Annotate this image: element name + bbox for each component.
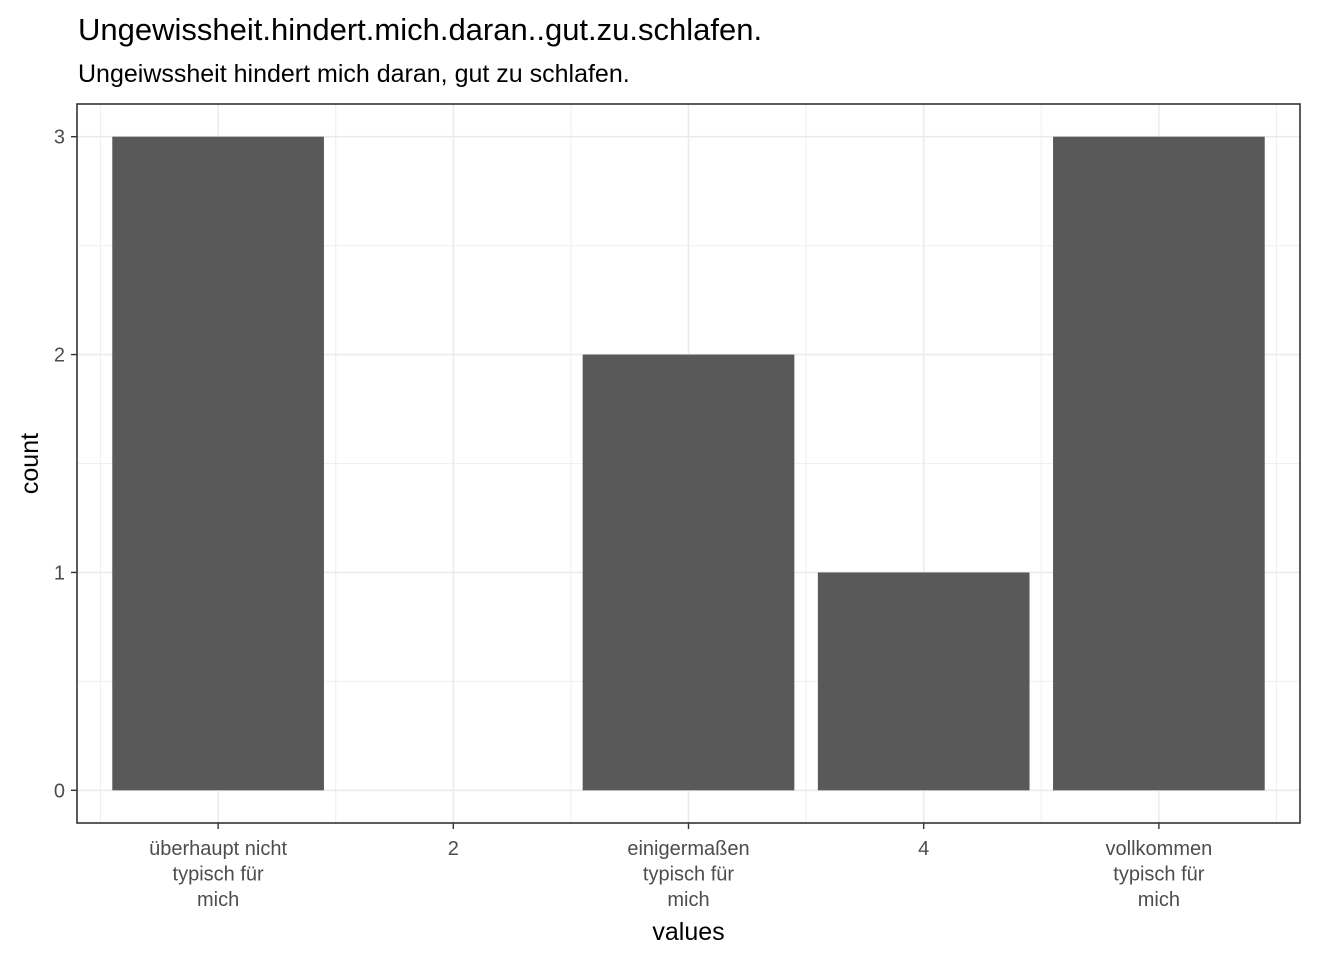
- bar: [817, 572, 1030, 791]
- x-tick-label: 4: [918, 838, 929, 860]
- x-tick-label: 2: [448, 838, 459, 860]
- x-tick-label: überhaupt nicht typisch für mich: [149, 838, 287, 911]
- x-tick-label: vollkommen typisch für mich: [1106, 838, 1213, 911]
- y-axis-title: count: [16, 433, 44, 494]
- bar: [1053, 136, 1265, 791]
- y-tick-label: 0: [54, 780, 65, 802]
- bar: [582, 354, 795, 791]
- x-tick-label: einigermaßen typisch für mich: [627, 838, 749, 911]
- y-tick-label: 1: [54, 562, 65, 584]
- chart-title: Ungewissheit.hindert.mich.daran..gut.zu.…: [78, 12, 763, 47]
- y-tick-label: 3: [54, 127, 65, 149]
- x-axis-title: values: [652, 918, 724, 946]
- chart-subtitle: Ungeiwssheit hindert mich daran, gut zu …: [78, 60, 630, 88]
- bar: [112, 136, 324, 791]
- y-tick-label: 2: [54, 345, 65, 367]
